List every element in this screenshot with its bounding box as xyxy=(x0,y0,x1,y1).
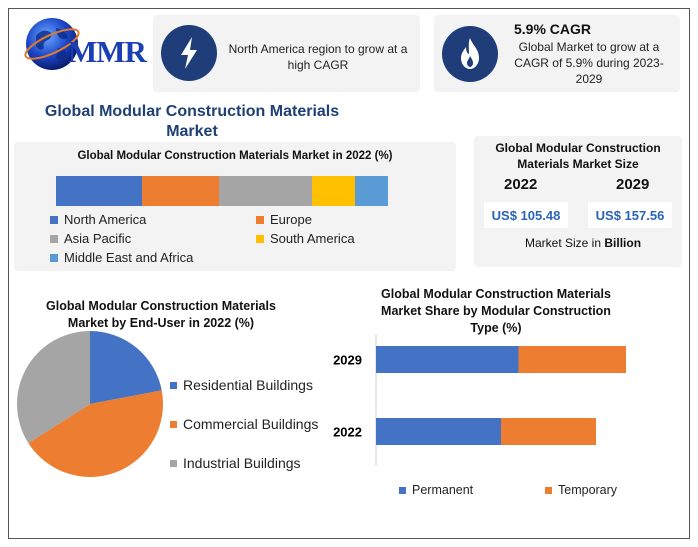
legend-swatch xyxy=(545,486,552,494)
region-legend-item-europe: Europe xyxy=(256,212,312,227)
legend-swatch xyxy=(170,459,177,467)
y-tick-label-2022: 2022 xyxy=(333,425,362,440)
legend-swatch xyxy=(256,234,264,243)
highlight-text-north-america: North America region to grow at a high C… xyxy=(228,42,408,72)
legend-swatch xyxy=(170,420,177,428)
pie-legend-item-industrial-buildings: Industrial Buildings xyxy=(170,455,301,471)
regional-stacked-bar xyxy=(56,176,388,206)
bar-temporary-2029 xyxy=(518,346,626,373)
region-segment-south-america xyxy=(311,176,355,206)
legend-swatch xyxy=(256,215,264,224)
market-size-note-unit: Billion xyxy=(604,236,642,250)
legend-label: Commercial Buildings xyxy=(183,416,319,432)
legend-swatch xyxy=(50,215,58,224)
legend-label: Europe xyxy=(270,212,312,227)
y-tick-label-2029: 2029 xyxy=(333,353,362,368)
market-size-unit-note: Market Size in Billion xyxy=(525,236,641,250)
construction-type-chart-title: Global Modular Construction Materials Ma… xyxy=(381,287,611,335)
legend-label: Permanent xyxy=(412,483,474,497)
flame-icon-circle xyxy=(442,26,498,82)
legend-swatch xyxy=(50,234,58,243)
logo-text: MMR xyxy=(68,34,147,69)
market-size-year-2022: 2022 xyxy=(504,176,538,193)
region-segment-middle-east-and-africa xyxy=(354,176,388,206)
legend-label: Asia Pacific xyxy=(64,231,132,246)
page-title: Global Modular Construction Materials Ma… xyxy=(44,103,340,140)
market-size-title: Global Modular Construction Materials Ma… xyxy=(495,141,661,171)
highlight-card-north-america: North America region to grow at a high C… xyxy=(153,15,420,92)
lightning-icon-circle xyxy=(161,25,217,81)
bar-legend-item-temporary: Temporary xyxy=(545,483,617,497)
market-size-note-prefix: Market Size in xyxy=(525,236,602,250)
regional-share-panel: Global Modular Construction Materials Ma… xyxy=(14,142,456,271)
bar-temporary-2022 xyxy=(501,418,596,445)
market-size-value-2022: US$ 105.48 xyxy=(484,202,568,228)
pie-slice-industrial-buildings xyxy=(16,331,90,444)
bar-permanent-2022 xyxy=(376,418,501,445)
pie-slice-residential-buildings xyxy=(90,331,162,404)
lightning-icon xyxy=(181,37,197,69)
bar-legend-item-permanent: Permanent xyxy=(399,483,473,497)
flame-icon xyxy=(461,38,479,69)
regional-chart-title: Global Modular Construction Materials Ma… xyxy=(77,150,393,162)
region-segment-europe xyxy=(142,176,219,206)
legend-label: Industrial Buildings xyxy=(183,455,301,471)
market-size-panel: Global Modular Construction Materials Ma… xyxy=(474,136,682,267)
legend-swatch xyxy=(170,381,177,389)
legend-swatch xyxy=(50,253,58,262)
highlight-card-cagr: 5.9% CAGR Global Market to grow at a CAG… xyxy=(434,15,680,92)
legend-label: Residential Buildings xyxy=(183,377,313,393)
region-segment-north-america xyxy=(56,176,143,206)
legend-label: Temporary xyxy=(558,483,618,497)
legend-swatch xyxy=(399,486,406,494)
pie-legend-item-residential-buildings: Residential Buildings xyxy=(170,377,313,393)
region-legend-item-asia-pacific: Asia Pacific xyxy=(50,231,131,246)
legend-label: Middle East and Africa xyxy=(64,250,194,265)
legend-label: North America xyxy=(64,212,147,227)
mmr-logo: MMR xyxy=(22,14,150,78)
region-legend-item-south-america: South America xyxy=(256,231,355,246)
bar-permanent-2029 xyxy=(376,346,519,373)
end-user-pie-chart xyxy=(16,331,164,477)
region-segment-asia-pacific xyxy=(218,176,312,206)
region-legend-item-middle-east-and-africa: Middle East and Africa xyxy=(50,250,193,265)
highlight-text-cagr: Global Market to grow at a CAGR of 5.9% … xyxy=(514,40,664,86)
end-user-chart-title: Global Modular Construction Materials Ma… xyxy=(46,299,276,330)
construction-type-bar-chart: 2029 2022 xyxy=(333,334,626,466)
pie-slice-commercial-buildings xyxy=(28,390,164,477)
pie-legend-item-commercial-buildings: Commercial Buildings xyxy=(170,416,318,432)
market-size-value-2029: US$ 157.56 xyxy=(588,202,672,228)
market-size-year-2029: 2029 xyxy=(616,176,650,193)
globe-icon xyxy=(24,18,80,70)
legend-label: South America xyxy=(270,231,355,246)
region-legend-item-north-america: North America xyxy=(50,212,146,227)
cagr-title: 5.9% CAGR xyxy=(514,21,592,37)
